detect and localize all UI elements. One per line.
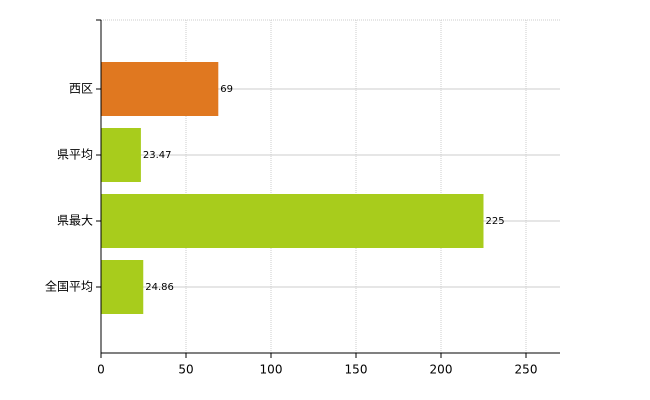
bar <box>101 62 219 116</box>
y-tick-label: 全国平均 <box>45 279 93 294</box>
value-label: 23.47 <box>143 150 172 161</box>
x-tick-label: 50 <box>178 363 193 377</box>
x-tick-label: 0 <box>97 363 105 377</box>
bar <box>101 128 141 182</box>
value-label: 225 <box>486 216 505 227</box>
x-tick-label: 250 <box>515 363 538 377</box>
x-tick-label: 150 <box>345 363 368 377</box>
value-label: 24.86 <box>145 282 174 293</box>
bar <box>101 260 144 314</box>
y-tick-label: 県最大 <box>57 214 93 228</box>
y-tick-label: 県平均 <box>57 148 93 162</box>
x-tick-label: 100 <box>260 363 283 377</box>
bar <box>101 194 484 248</box>
value-label: 69 <box>220 84 233 95</box>
y-tick-label: 西区 <box>69 82 93 96</box>
x-tick-label: 200 <box>430 363 453 377</box>
